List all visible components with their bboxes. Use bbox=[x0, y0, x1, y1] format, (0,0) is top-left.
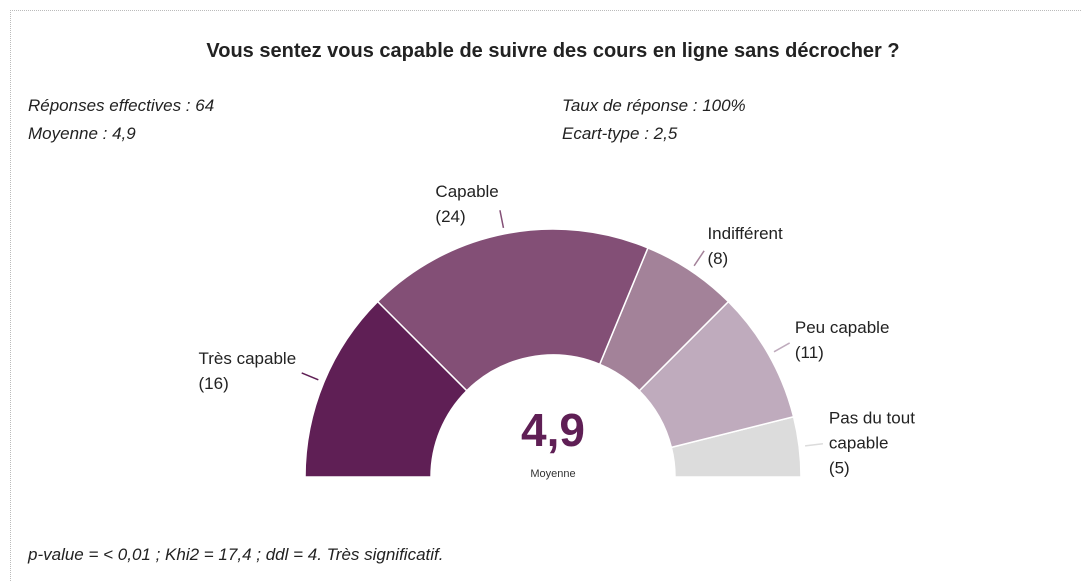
stat: Moyenne : 4,9 bbox=[28, 124, 136, 143]
leader-line bbox=[804, 442, 824, 447]
leader-line bbox=[499, 210, 505, 229]
value-label: (5) bbox=[828, 458, 850, 478]
slice bbox=[376, 228, 649, 392]
center-caption: Moyenne bbox=[530, 468, 575, 480]
slice-label: Indifférent (8) bbox=[707, 221, 782, 271]
category-label: Indifférent bbox=[707, 223, 783, 243]
center-value: 4,9 bbox=[521, 404, 585, 456]
category-label: Très capable bbox=[198, 348, 297, 368]
value-label: (11) bbox=[794, 342, 824, 362]
chart-title: Vous sentez vous capable de suivre des c… bbox=[206, 40, 900, 62]
leader-line bbox=[773, 342, 791, 353]
value-label: (16) bbox=[198, 373, 229, 393]
slice bbox=[598, 246, 730, 392]
stat: Réponses effectives : 64 bbox=[28, 96, 215, 115]
leader-line bbox=[693, 250, 705, 267]
slice-label: Capable (24) bbox=[435, 179, 498, 229]
slice-label: Pas du tout capable (5) bbox=[829, 405, 954, 480]
stat: Taux de réponse : 100% bbox=[562, 96, 746, 115]
value-label: (24) bbox=[435, 207, 466, 227]
slice-label: Peu capable (11) bbox=[795, 315, 890, 365]
slice bbox=[638, 300, 795, 449]
category-label: Peu capable bbox=[794, 317, 890, 337]
slice bbox=[670, 415, 802, 478]
leader-line bbox=[301, 372, 319, 381]
slice-label: Très capable (16) bbox=[199, 346, 297, 396]
footnote: p-value = < 0,01 ; Khi2 = 17,4 ; ddl = 4… bbox=[28, 545, 444, 564]
category-label: Capable bbox=[435, 182, 499, 202]
value-label: (8) bbox=[707, 248, 729, 268]
stat: Ecart-type : 2,5 bbox=[562, 124, 678, 143]
frame bbox=[10, 10, 1082, 581]
slice bbox=[304, 300, 468, 478]
category-label: Pas du tout capable bbox=[828, 408, 915, 453]
